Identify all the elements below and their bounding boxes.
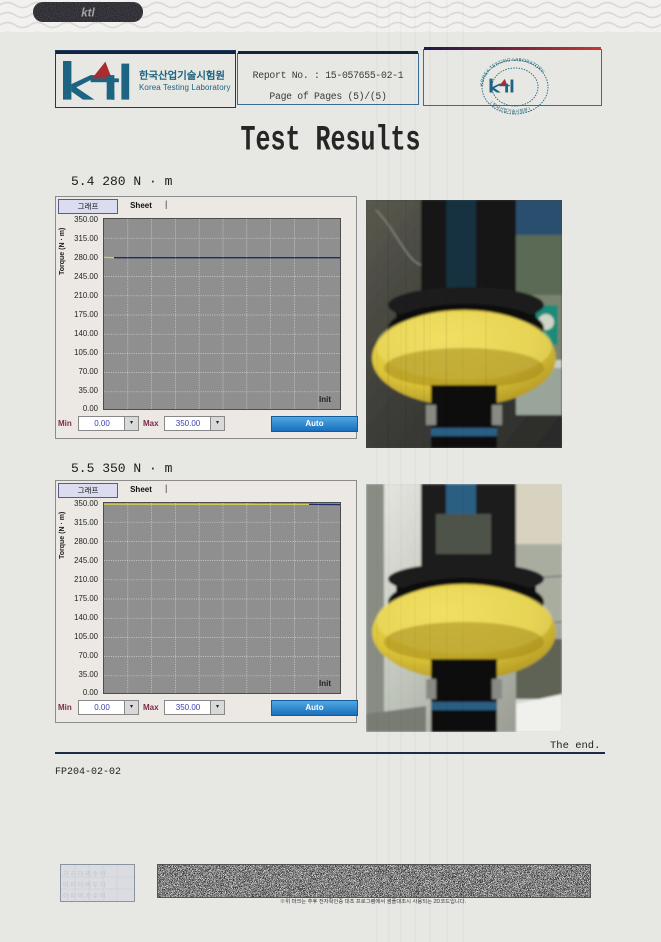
svg-text:아 러 버 가 수 버: 아 러 버 가 수 버: [63, 892, 106, 900]
svg-text:| 한국산업기술시험원 |: | 한국산업기술시험원 |: [489, 100, 531, 115]
svg-text:ktl: ktl: [81, 8, 95, 20]
svg-text:아 러 더 버 두 아: 아 러 더 버 두 아: [63, 881, 106, 889]
svg-text:Korea Testing Laboratory: Korea Testing Laboratory: [139, 83, 231, 92]
svg-text:한국산업기술시험원: 한국산업기술시험원: [139, 69, 225, 82]
